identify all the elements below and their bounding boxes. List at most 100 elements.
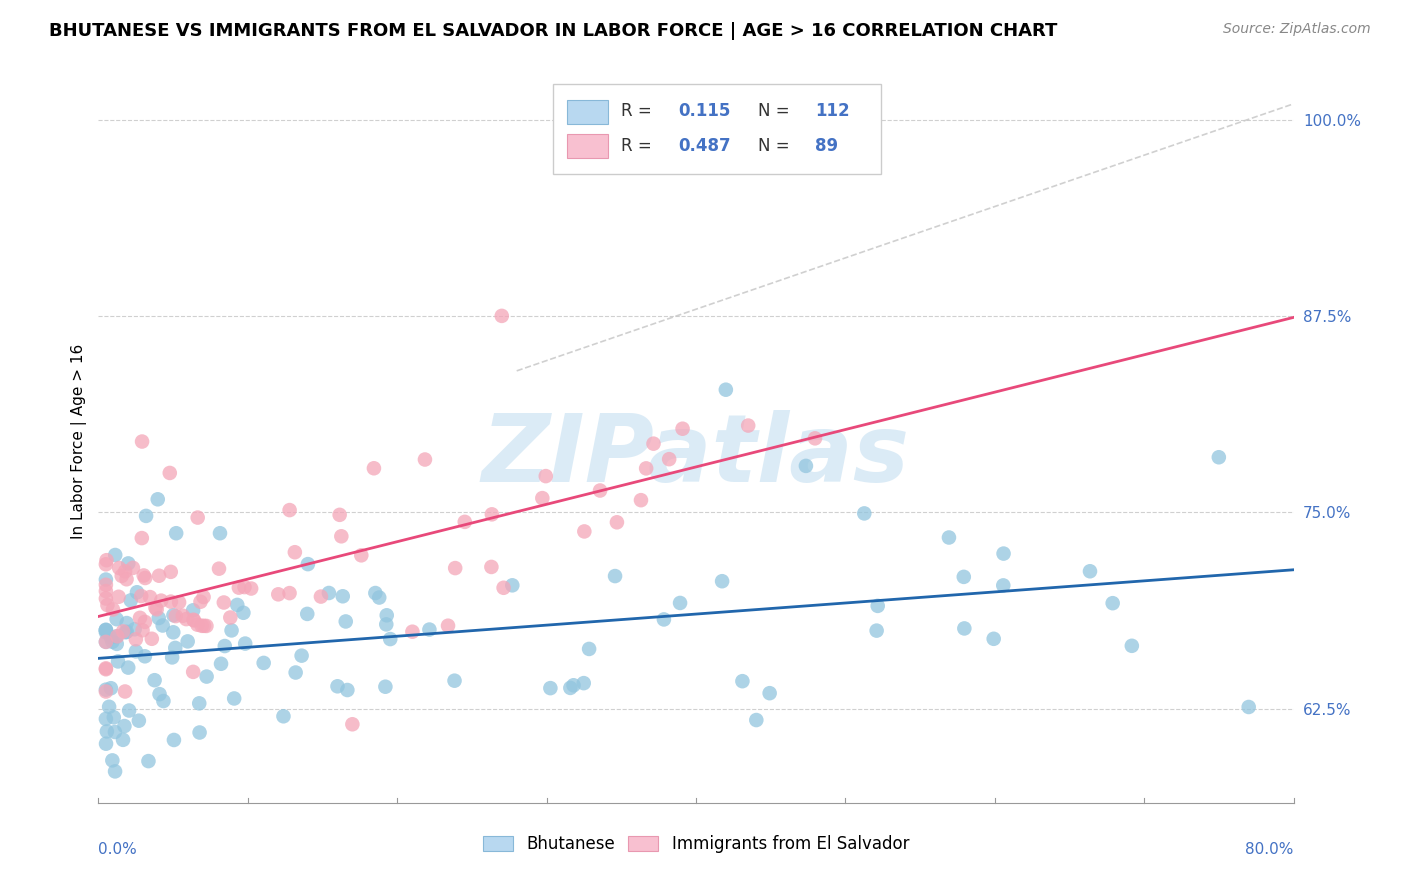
Point — [131, 434, 153, 449]
Point — [572, 676, 595, 690]
Point — [983, 632, 1005, 646]
Point — [714, 383, 737, 397]
Point — [129, 611, 152, 625]
Point — [219, 610, 242, 624]
Point — [643, 436, 665, 450]
Text: Source: ZipAtlas.com: Source: ZipAtlas.com — [1223, 22, 1371, 37]
Point — [114, 565, 136, 579]
Point — [132, 568, 155, 582]
Point — [212, 595, 235, 609]
Point — [94, 662, 117, 676]
Point — [134, 615, 156, 629]
Point — [193, 619, 215, 633]
Point — [104, 764, 127, 779]
Point — [129, 589, 152, 603]
Point — [1078, 564, 1101, 578]
Text: N =: N = — [758, 137, 790, 155]
Point — [183, 613, 205, 627]
Point — [273, 709, 295, 723]
Point — [96, 724, 118, 739]
Point — [335, 615, 357, 629]
Text: 89: 89 — [815, 137, 838, 155]
Point — [145, 602, 167, 616]
Point — [148, 687, 170, 701]
Point — [111, 732, 134, 747]
Point — [350, 549, 373, 563]
Point — [141, 632, 163, 646]
Point — [162, 608, 184, 623]
Point — [531, 491, 554, 505]
Point — [167, 595, 190, 609]
Point — [190, 595, 212, 609]
Point — [853, 507, 876, 521]
Point — [413, 452, 436, 467]
Point — [737, 418, 759, 433]
Point — [131, 624, 153, 638]
Point — [636, 461, 658, 475]
Point — [148, 611, 170, 625]
Point — [491, 309, 513, 323]
Point — [291, 648, 314, 663]
Point — [104, 725, 127, 739]
Point — [105, 629, 128, 643]
Point — [188, 725, 211, 739]
Point — [94, 591, 117, 606]
Point — [94, 737, 117, 751]
Point — [94, 623, 117, 637]
Point — [165, 609, 187, 624]
Point — [224, 691, 246, 706]
Point — [181, 603, 204, 617]
Point — [711, 574, 734, 589]
Point — [152, 694, 174, 708]
Point — [368, 591, 391, 605]
Point — [374, 680, 396, 694]
Point — [94, 623, 117, 637]
Point — [938, 531, 960, 545]
Point — [208, 526, 231, 541]
Point — [195, 669, 218, 683]
Point — [152, 618, 174, 632]
Point — [534, 469, 557, 483]
Point — [115, 572, 138, 586]
Point — [630, 493, 652, 508]
Point — [108, 561, 131, 575]
Point — [94, 558, 117, 572]
Point — [993, 547, 1015, 561]
Point — [118, 704, 141, 718]
Point — [375, 617, 398, 632]
Point — [652, 612, 675, 626]
Point — [501, 578, 523, 592]
Point — [105, 637, 128, 651]
Point — [233, 636, 256, 650]
Point — [162, 625, 184, 640]
Point — [221, 624, 243, 638]
Point — [94, 684, 117, 698]
Point — [117, 660, 139, 674]
Point — [253, 656, 276, 670]
Point — [94, 661, 117, 675]
Point — [183, 614, 205, 628]
Point — [105, 612, 128, 626]
Point — [952, 570, 974, 584]
Point — [208, 562, 231, 576]
Point — [105, 630, 128, 644]
Point — [120, 593, 142, 607]
Point — [94, 635, 117, 649]
Point — [125, 585, 148, 599]
Point — [159, 565, 181, 579]
Point — [226, 598, 249, 612]
Point — [159, 466, 181, 480]
Point — [100, 681, 122, 696]
Point — [1208, 450, 1230, 465]
Point — [101, 753, 124, 767]
FancyBboxPatch shape — [567, 134, 607, 158]
Point — [94, 578, 117, 592]
Point — [669, 596, 692, 610]
Point — [146, 492, 169, 507]
Point — [278, 586, 301, 600]
Point — [866, 599, 889, 613]
Point — [112, 719, 135, 733]
Point — [278, 503, 301, 517]
Point — [104, 548, 127, 562]
Point — [160, 594, 183, 608]
